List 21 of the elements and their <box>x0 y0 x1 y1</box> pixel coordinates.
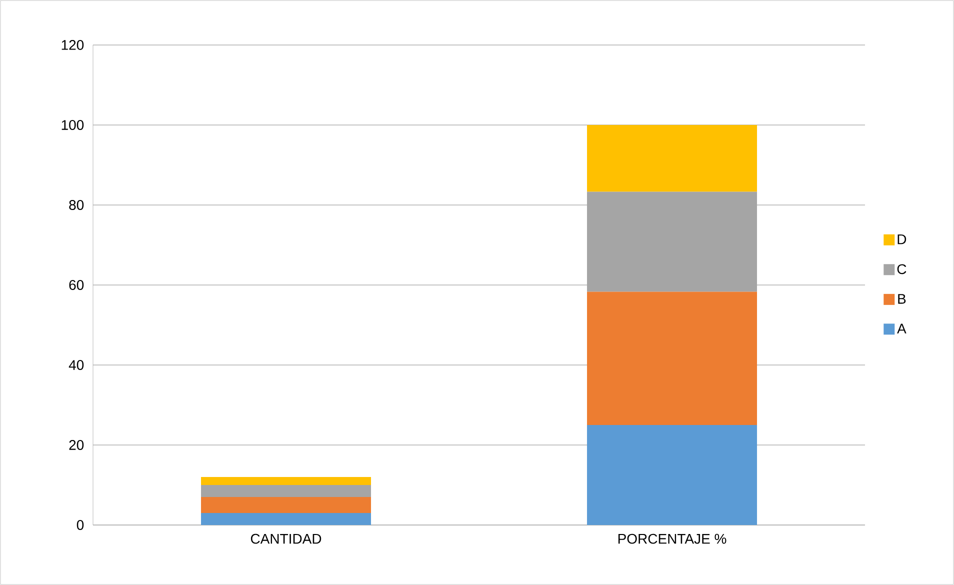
bar <box>587 124 758 192</box>
y-tick-label: 40 <box>68 360 84 370</box>
bar <box>201 497 372 513</box>
bar <box>587 192 758 292</box>
bar <box>587 424 758 525</box>
x-tick-label: CANTIDAD <box>250 534 322 544</box>
legend-label: B <box>898 294 906 304</box>
bar <box>587 292 758 425</box>
legend-label: A <box>897 324 906 334</box>
y-tick-label: 80 <box>69 200 84 210</box>
x-tick-label: PORCENTAJE % <box>618 534 726 544</box>
bar <box>201 477 372 485</box>
y-tick-label: 60 <box>69 280 84 290</box>
legend-label: C <box>897 264 906 274</box>
legend-label: D <box>898 234 906 244</box>
y-tick-label: 100 <box>62 120 84 130</box>
bar <box>201 485 372 497</box>
y-tick-label: 20 <box>69 440 84 450</box>
bar <box>201 513 372 525</box>
y-tick-label: 0 <box>76 520 84 530</box>
y-tick-label: 120 <box>62 40 84 50</box>
